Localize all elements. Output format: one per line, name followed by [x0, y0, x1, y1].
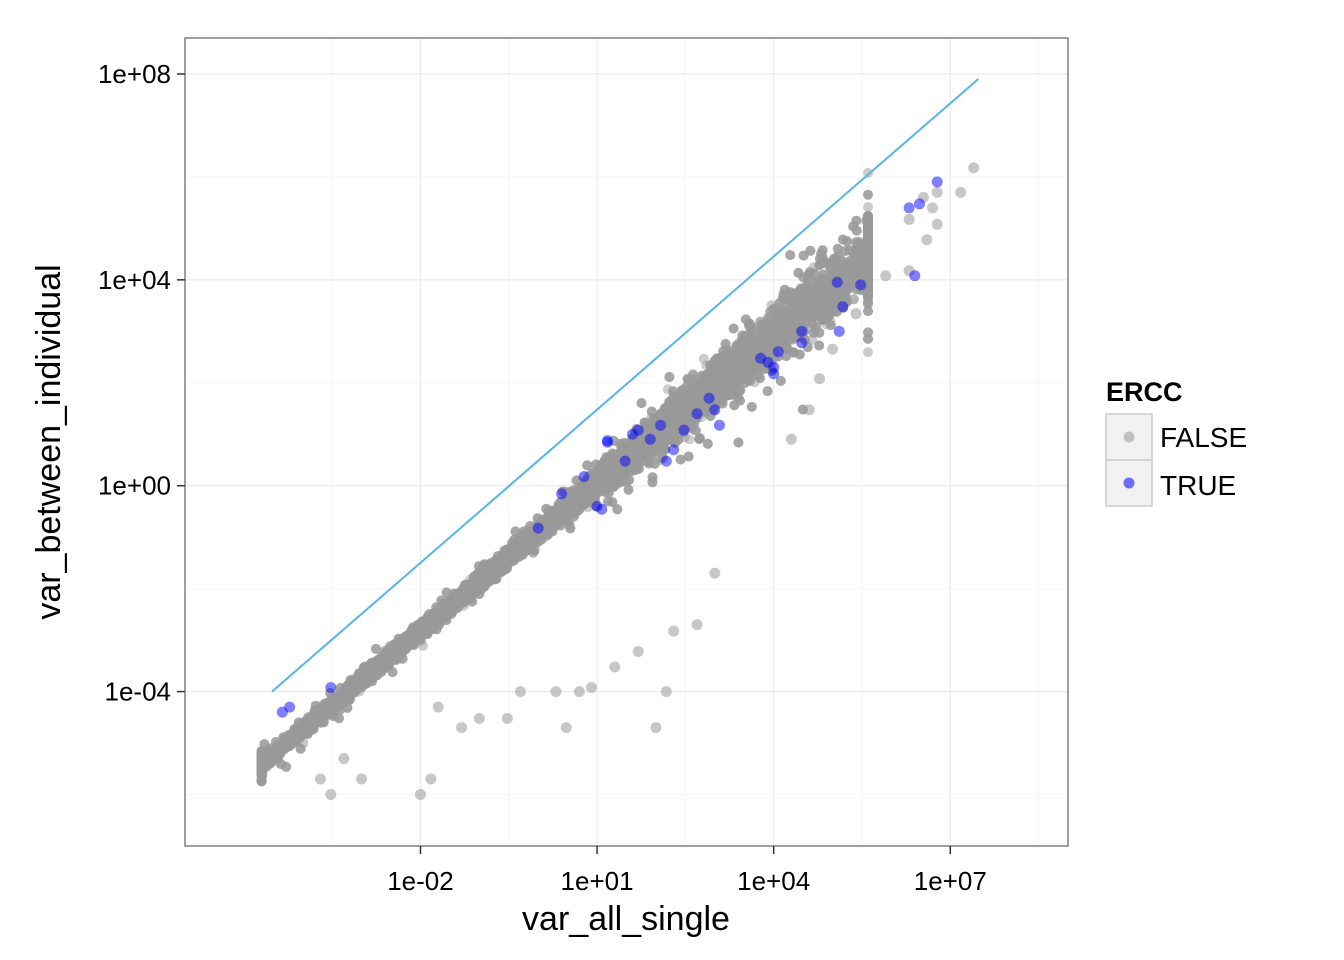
false-cloud-point — [863, 202, 873, 212]
false-cloud-point — [698, 353, 709, 364]
false-cloud-point — [863, 347, 873, 358]
false-cloud-point — [684, 434, 695, 445]
false-cloud-point — [863, 167, 873, 178]
